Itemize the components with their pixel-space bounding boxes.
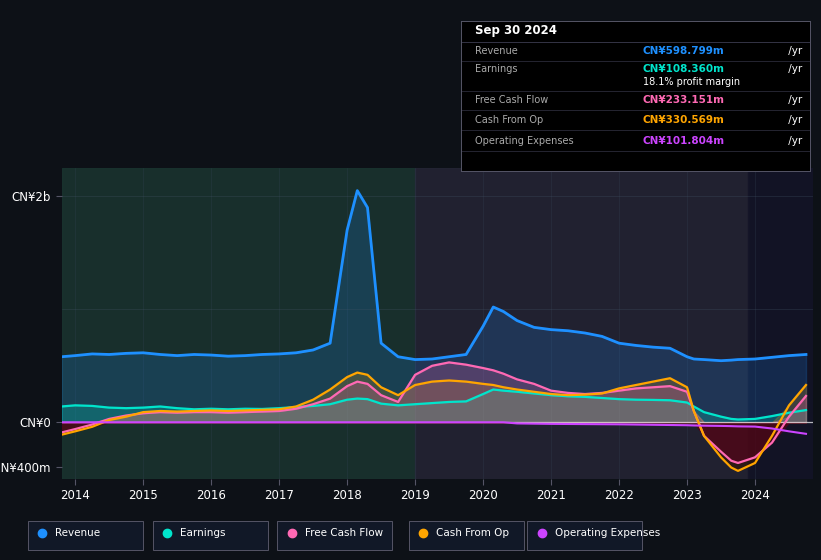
Text: Earnings: Earnings [475, 64, 518, 74]
FancyBboxPatch shape [527, 521, 642, 550]
FancyBboxPatch shape [277, 521, 392, 550]
Text: Revenue: Revenue [56, 529, 101, 538]
Bar [748, 168, 813, 479]
Text: Cash From Op: Cash From Op [437, 529, 510, 538]
Text: /yr: /yr [785, 64, 802, 74]
FancyBboxPatch shape [153, 521, 268, 550]
FancyBboxPatch shape [409, 521, 524, 550]
Text: CN¥108.360m: CN¥108.360m [643, 64, 725, 74]
Text: CN¥598.799m: CN¥598.799m [643, 46, 725, 57]
Text: /yr: /yr [785, 115, 802, 125]
Text: Free Cash Flow: Free Cash Flow [305, 529, 383, 538]
Text: Earnings: Earnings [181, 529, 226, 538]
Bar [415, 168, 748, 479]
Text: /yr: /yr [785, 46, 802, 57]
Text: Cash From Op: Cash From Op [475, 115, 544, 125]
Text: /yr: /yr [785, 95, 802, 105]
Text: /yr: /yr [785, 136, 802, 146]
Text: Sep 30 2024: Sep 30 2024 [475, 24, 557, 37]
Text: Operating Expenses: Operating Expenses [475, 136, 574, 146]
Text: CN¥101.804m: CN¥101.804m [643, 136, 725, 146]
Bar [62, 168, 415, 479]
Text: Operating Expenses: Operating Expenses [555, 529, 660, 538]
Text: CN¥330.569m: CN¥330.569m [643, 115, 725, 125]
FancyBboxPatch shape [28, 521, 143, 550]
Text: Free Cash Flow: Free Cash Flow [475, 95, 548, 105]
Text: 18.1% profit margin: 18.1% profit margin [643, 77, 740, 87]
Text: CN¥233.151m: CN¥233.151m [643, 95, 725, 105]
Text: Revenue: Revenue [475, 46, 518, 57]
